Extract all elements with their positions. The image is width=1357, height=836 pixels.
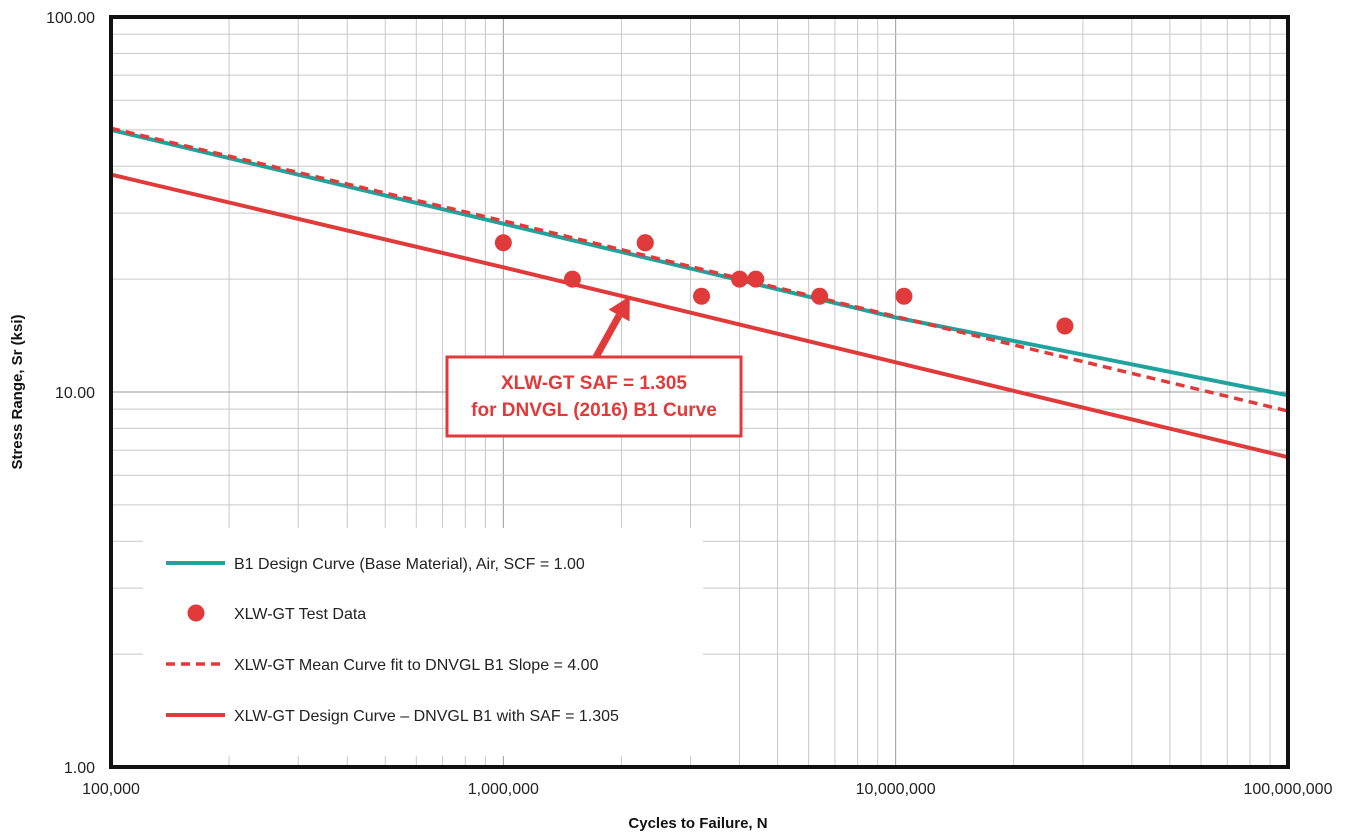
test-data-point — [811, 287, 829, 305]
plot-frame — [109, 15, 1290, 769]
b1-design-curve-line — [110, 127, 1289, 398]
test-data-point — [747, 270, 765, 288]
curves — [110, 126, 1289, 460]
test-data-point — [563, 270, 581, 288]
legend-label-b1-design-curve: B1 Design Curve (Base Material), Air, SC… — [234, 556, 585, 573]
y-tick-label: 10.00 — [55, 385, 95, 402]
test-data-point — [494, 234, 512, 252]
x-tick-label: 100,000,000 — [1244, 781, 1333, 798]
x-axis-title: Cycles to Failure, N — [628, 815, 767, 832]
design-curve-saf-line — [110, 172, 1289, 460]
annotation-box — [445, 355, 743, 438]
saf-annotation: XLW-GT SAF = 1.305 for DNVGL (2016) B1 Cu… — [445, 296, 743, 438]
y-tick-label: 100.00 — [46, 10, 95, 27]
legend-marker-test-data — [187, 604, 205, 622]
legend-label-design-curve-saf: XLW-GT Design Curve – DNVGL B1 with SAF … — [234, 708, 619, 725]
x-tick-label: 1,000,000 — [468, 781, 539, 798]
test-data-point — [1056, 317, 1074, 335]
mean-curve-line — [110, 126, 1289, 413]
x-tick-label: 10,000,000 — [856, 781, 936, 798]
legend-label-mean-curve: XLW-GT Mean Curve fit to DNVGL B1 Slope … — [234, 657, 599, 674]
y-axis-title: Stress Range, Sr (ksi) — [9, 314, 26, 469]
annotation-text-line: XLW-GT SAF = 1.305 — [501, 373, 687, 394]
tick-labels: 100,000 1,000,000 10,000,000 100,000,000 1.0… — [46, 10, 1333, 798]
x-tick-label: 100,000 — [82, 781, 140, 798]
annotation-arrow-head — [608, 296, 630, 322]
annotation-arrow-shaft — [592, 313, 623, 359]
test-data-points — [494, 234, 1074, 335]
legend-background — [143, 528, 703, 756]
annotation-text-line: for DNVGL (2016) B1 Curve — [471, 400, 717, 421]
test-data-point — [693, 287, 711, 305]
test-data-point — [731, 270, 749, 288]
legend-label-test-data: XLW-GT Test Data — [234, 606, 366, 623]
legend: B1 Design Curve (Base Material), Air, SC… — [143, 528, 703, 756]
test-data-point — [895, 287, 913, 305]
y-tick-label: 1.00 — [64, 760, 95, 777]
test-data-point — [636, 234, 654, 252]
